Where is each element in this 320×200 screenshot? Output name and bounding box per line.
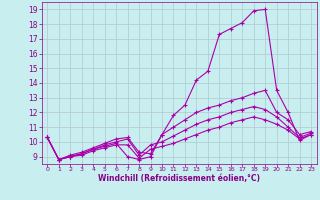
X-axis label: Windchill (Refroidissement éolien,°C): Windchill (Refroidissement éolien,°C) — [98, 174, 260, 183]
